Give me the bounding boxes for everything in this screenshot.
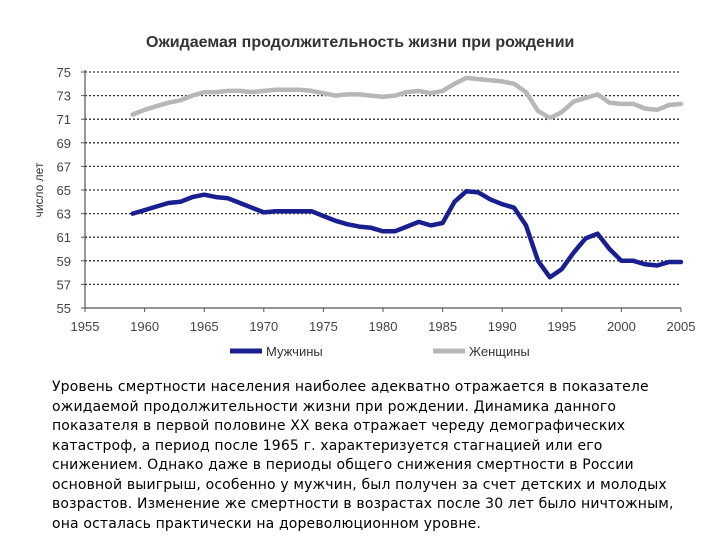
x-tick-label: 1960 xyxy=(130,319,159,334)
x-tick-label: 2000 xyxy=(607,319,636,334)
y-tick-label: 63 xyxy=(57,207,71,222)
axes xyxy=(84,70,681,309)
x-tick-label: 1990 xyxy=(488,319,517,334)
x-tick-label: 1970 xyxy=(249,319,278,334)
life-expectancy-chart: Ожидаемая продолжительность жизни при ро… xyxy=(32,34,696,359)
y-tick-label: 71 xyxy=(57,112,71,127)
x-tick-label: 1980 xyxy=(369,319,398,334)
y-tick-label: 55 xyxy=(57,301,71,316)
y-tick-labels: 55 57 59 61 63 65 67 69 71 73 75 xyxy=(57,65,85,316)
x-tick-label: 1975 xyxy=(309,319,338,334)
y-tick-label: 69 xyxy=(57,136,71,151)
caption-text: Уровень смертности населения наиболее ад… xyxy=(52,379,674,532)
series-line-men xyxy=(130,188,684,280)
y-tick-label: 75 xyxy=(57,65,71,80)
y-tick-label: 61 xyxy=(57,230,71,245)
x-tick-label: 1995 xyxy=(547,319,576,334)
legend-label-men: Мужчины xyxy=(266,344,323,359)
series-lines xyxy=(130,75,684,280)
legend-label-women: Женщины xyxy=(469,344,530,359)
y-tick-label: 65 xyxy=(57,183,71,198)
y-tick-label: 59 xyxy=(57,254,71,269)
series-line-women xyxy=(130,75,684,121)
x-tick-label: 1955 xyxy=(71,319,100,334)
x-tick-label: 1965 xyxy=(190,319,219,334)
x-tick-label: 2005 xyxy=(667,319,696,334)
chart-title: Ожидаемая продолжительность жизни при ро… xyxy=(146,34,574,51)
y-tick-label: 73 xyxy=(57,89,71,104)
gridlines xyxy=(85,71,681,286)
y-axis-label: число лет xyxy=(32,162,46,217)
legend: Мужчины Женщины xyxy=(230,344,530,359)
x-tick-labels: 1955 1960 1965 1970 1975 1980 1985 1990 1995 2000… xyxy=(71,308,696,334)
x-tick-label: 1985 xyxy=(428,319,457,334)
y-tick-label: 67 xyxy=(57,159,71,174)
y-tick-label: 57 xyxy=(57,277,71,292)
